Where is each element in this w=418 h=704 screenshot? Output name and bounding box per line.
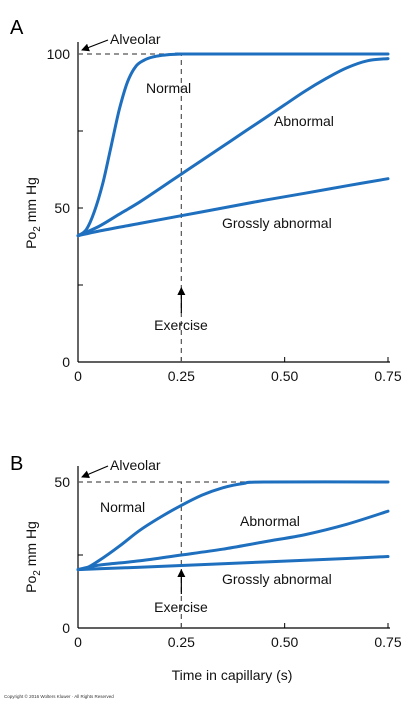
copyright-notice: Copyright © 2016 Wolters Kluwer · All Ri… <box>4 694 114 699</box>
panel-b-normal-label: Normal <box>100 499 145 515</box>
panel-a-x-tick-label: 0.50 <box>271 368 298 384</box>
panel-a-y-tick-label: 100 <box>47 46 71 62</box>
panel-a-x-tick-label: 0.25 <box>168 368 195 384</box>
panel-a-grossly-abnormal-curve <box>76 177 390 238</box>
panel-a-normal-curve <box>76 52 390 238</box>
panel-b-grossly-abnormal-curve <box>76 555 390 572</box>
panel-b-y-tick-label: 50 <box>54 474 70 490</box>
panel-b-alveolar-label: Alveolar <box>110 457 161 473</box>
panel-b-grossly-abnormal-label: Grossly abnormal <box>222 571 332 587</box>
svg-text:Po2 mm Hg: Po2 mm Hg <box>23 177 43 249</box>
panel-a-y-tick-label: 50 <box>54 200 70 216</box>
panel-a-alveolar-label: Alveolar <box>110 31 161 47</box>
panel-b-x-tick-label: 0.75 <box>374 634 401 650</box>
panel-b-x-axis-label: Time in capillary (s) <box>172 667 293 683</box>
panel-b-alveolar-arrow <box>81 465 109 478</box>
panel-b-normal-curve <box>76 480 390 572</box>
panel-b-x-tick-label: 0.25 <box>168 634 195 650</box>
panel-b-letter: B <box>10 453 23 475</box>
panel-a-alveolar-arrow <box>81 39 109 52</box>
panel-b-abnormal-label: Abnormal <box>240 513 300 529</box>
panel-a-letter: A <box>10 17 24 39</box>
panel-a-abnormal-label: Abnormal <box>274 113 334 129</box>
panel-b-x-tick-label: 0.50 <box>271 634 298 650</box>
panel-a-x-tick-label: 0.75 <box>374 368 401 384</box>
panel-b-y-tick-label: 0 <box>62 620 70 636</box>
panel-b-x-tick-label: 0 <box>74 634 82 650</box>
panel-b-abnormal-curve <box>76 509 390 572</box>
panel-b-exercise-label: Exercise <box>154 599 208 615</box>
svg-text:Po2 mm Hg: Po2 mm Hg <box>23 521 43 593</box>
panel-a-x-tick-label: 0 <box>74 368 82 384</box>
panel-a-y-axis-label: Po2 mm Hg <box>23 177 43 249</box>
panel-a-grossly-abnormal-label: Grossly abnormal <box>222 215 332 231</box>
panel-a-exercise-label: Exercise <box>154 317 208 333</box>
panel-a: A Po2 mm Hg 0 0.25 0.50 0.75 0 50 100 Normal Abn… <box>10 17 402 384</box>
panel-a-normal-label: Normal <box>146 80 191 96</box>
panel-b: B Po2 mm Hg Time in capillary (s) 0 0.25 0… <box>10 453 402 683</box>
panel-a-y-tick-label: 0 <box>62 354 70 370</box>
panel-a-abnormal-curve <box>76 57 390 238</box>
panel-b-y-axis-label: Po2 mm Hg <box>23 521 43 593</box>
